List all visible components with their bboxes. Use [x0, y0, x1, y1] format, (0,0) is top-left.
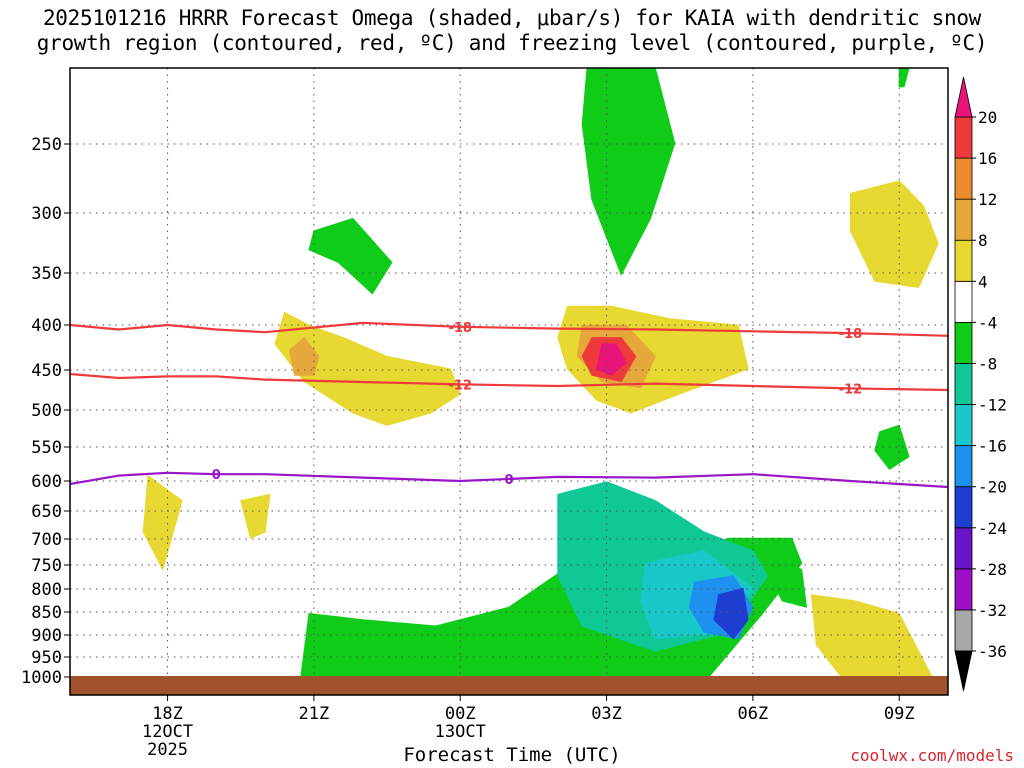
colorbar-bin [954, 239, 973, 282]
chart-title: 2025101216 HRRR Forecast Omega (shaded, … [0, 6, 1024, 56]
colorbar-label: 20 [978, 108, 997, 127]
y-tick-label: 1000 [21, 668, 62, 688]
colorbar-label: -16 [978, 437, 1007, 456]
y-tick-label: 800 [31, 580, 62, 600]
colorbar-bin [954, 116, 973, 159]
colorbar-bin [954, 363, 973, 405]
contour-line [70, 321, 948, 337]
colorbar-label: -32 [978, 601, 1007, 620]
contour-label: 0 [504, 473, 513, 488]
colorbar-bin [954, 280, 973, 323]
temperature-contours: -18 -18 -12 -12 0 0 [70, 321, 948, 489]
y-tick-label: 250 [31, 135, 62, 155]
colorbar-max-arrow [954, 76, 973, 118]
y-tick-label: 500 [31, 401, 62, 421]
x-tick-label: 06Z [738, 704, 769, 724]
colorbar-label: -24 [978, 519, 1007, 538]
contour-label: -12 [839, 382, 863, 397]
contour-label: -18 [839, 327, 863, 342]
colorbar-bin [954, 486, 973, 529]
y-tick-label: 700 [31, 530, 62, 550]
colorbar: -36 -32 -28 -24 -20 -16 -12 -8 -4 4 8 12 16 20 [954, 76, 1007, 692]
title-line-2: growth region (contoured, red, ºC) and f… [36, 31, 988, 55]
colorbar-label: 16 [978, 149, 997, 168]
x-axis-label: Forecast Time (UTC) [403, 744, 621, 766]
y-tick-label: 350 [31, 264, 62, 284]
x-tick-label: 00Z [445, 704, 476, 724]
contour-line [70, 372, 948, 392]
colorbar-min-arrow [954, 650, 973, 692]
colorbar-bin [954, 527, 973, 570]
omega-region-green [581, 68, 676, 276]
contour-label: -18 [448, 321, 472, 336]
grid-lines [70, 68, 948, 695]
colorbar-bin [954, 445, 973, 488]
colorbar-bin [954, 609, 973, 652]
colorbar-label: -28 [978, 560, 1007, 579]
omega-region-green [771, 556, 807, 608]
x-tick-label: 18Z [152, 704, 183, 724]
y-tick-label: 950 [31, 648, 62, 668]
omega-region-yellow [849, 180, 939, 288]
colorbar-label: -20 [978, 478, 1007, 497]
omega-region-dark-blue [713, 587, 749, 640]
x-tick-year: 2025 [147, 740, 188, 760]
omega-region-green [874, 424, 910, 470]
colorbar-bin [954, 157, 973, 200]
colorbar-label: -36 [978, 642, 1007, 661]
contour-label: 0 [212, 468, 221, 483]
colorbar-bin [954, 568, 973, 611]
ground-surface [70, 676, 948, 695]
y-tick-label: 400 [31, 316, 62, 336]
omega-region-green [898, 68, 910, 88]
y-tick-label: 900 [31, 626, 62, 646]
colorbar-label: 4 [978, 272, 988, 291]
y-tick-label: 300 [31, 204, 62, 224]
title-line-1: 2025101216 HRRR Forecast Omega (shaded, … [42, 6, 982, 30]
colorbar-bin [954, 404, 973, 447]
omega-region-yellow [142, 475, 183, 571]
omega-shading [142, 68, 939, 690]
x-tick-label: 09Z [884, 704, 915, 724]
omega-region-magenta [596, 343, 627, 376]
colorbar-bin [954, 321, 973, 364]
y-tick-label: 450 [31, 361, 62, 381]
colorbar-label: -4 [978, 313, 997, 332]
plot-frame [69, 67, 949, 696]
colorbar-label: 8 [978, 231, 988, 250]
y-tick-label: 750 [31, 556, 62, 576]
y-tick-label: 650 [31, 502, 62, 522]
colorbar-label: 12 [978, 190, 997, 209]
x-tick-date: 12OCT [142, 722, 193, 742]
x-tick-label: 21Z [299, 704, 330, 724]
colorbar-label: -8 [978, 354, 997, 373]
x-tick-label: 03Z [591, 704, 622, 724]
colorbar-label: -12 [978, 396, 1007, 415]
credit-text: coolwx.com/models [850, 746, 1014, 765]
omega-region-green [308, 218, 393, 295]
colorbar-bin [954, 198, 973, 241]
y-tick-label: 550 [31, 438, 62, 458]
contour-line [70, 471, 948, 489]
omega-region-yellow [240, 493, 271, 539]
x-tick-date: 13OCT [435, 722, 486, 742]
contour-label: -12 [448, 378, 472, 393]
y-tick-label: 850 [31, 603, 62, 623]
omega-region-yellow [810, 594, 939, 690]
pressure-axis: 250 300 350 400 450 500 550 600 650 700 750 800 850 9… [21, 135, 70, 688]
omega-region-orange [289, 337, 320, 376]
y-tick-label: 600 [31, 472, 62, 492]
